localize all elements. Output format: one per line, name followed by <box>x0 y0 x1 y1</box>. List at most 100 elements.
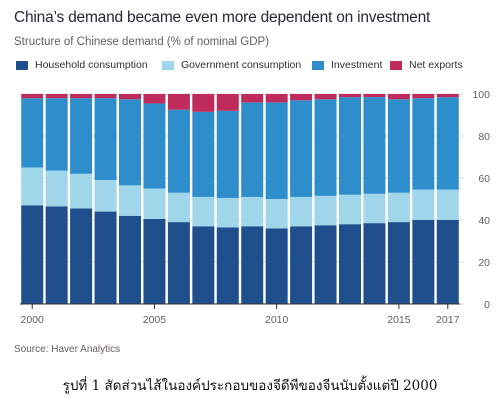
bar-investment-2009 <box>241 102 264 197</box>
y-tick-label-80: 80 <box>478 131 490 143</box>
legend-item-household: Household consumption <box>16 59 148 71</box>
bar-household-2011 <box>290 226 313 304</box>
bar-investment-2017 <box>436 97 459 190</box>
bar-government-2013 <box>339 194 361 225</box>
bar-government-2000 <box>21 167 44 206</box>
bar-net_exports-2016 <box>412 94 435 99</box>
bar-investment-2015 <box>387 99 410 193</box>
legend-swatch-net-exports <box>390 60 402 70</box>
bar-government-2014 <box>363 193 386 224</box>
bar-net_exports-2002 <box>70 94 93 99</box>
legend-swatch-investment <box>312 60 324 70</box>
bar-investment-2006 <box>167 109 190 193</box>
chart-source: Source: Haver Analytics <box>14 344 121 355</box>
bar-net_exports-2012 <box>314 94 337 100</box>
bar-net_exports-2005 <box>143 94 166 104</box>
bar-investment-2005 <box>143 103 166 189</box>
bar-net_exports-2011 <box>290 94 313 101</box>
bar-government-2016 <box>412 189 435 220</box>
bar-net_exports-2013 <box>339 94 361 98</box>
bar-government-2015 <box>387 192 410 223</box>
figure-caption: รูปที่ 1 สัดส่วนไส้ในองค์ประกอบของจีดีพี… <box>62 378 438 394</box>
bar-investment-2007 <box>192 111 215 197</box>
bar-investment-2004 <box>119 99 141 186</box>
chart-legend: Household consumption Government consump… <box>16 59 486 75</box>
chart-card: China’s demand became even more dependen… <box>14 9 491 355</box>
bar-net_exports-2009 <box>241 94 264 103</box>
bar-government-2003 <box>94 180 117 212</box>
bar-household-2004 <box>119 215 141 304</box>
bar-household-2010 <box>265 228 288 304</box>
bar-household-2008 <box>216 227 239 304</box>
bar-government-2004 <box>119 185 141 216</box>
bar-net_exports-2017 <box>436 94 459 98</box>
bar-household-2006 <box>167 222 190 304</box>
legend-label-investment: Investment <box>331 59 383 71</box>
y-tick-label-0: 0 <box>484 299 490 311</box>
bar-government-2001 <box>45 170 68 207</box>
bar-net_exports-2004 <box>119 94 141 100</box>
bar-government-2002 <box>70 173 93 209</box>
bar-government-2017 <box>436 189 459 220</box>
bar-household-2003 <box>94 211 117 304</box>
y-tick-label-20: 20 <box>478 257 490 269</box>
bar-household-2007 <box>192 226 215 304</box>
bar-net_exports-2006 <box>167 94 190 110</box>
bar-household-2009 <box>241 226 264 304</box>
bar-investment-2012 <box>314 99 337 196</box>
bar-household-2002 <box>70 208 93 304</box>
bar-net_exports-2014 <box>363 94 386 98</box>
legend-item-net-exports: Net exports <box>390 59 463 71</box>
x-tick-label-2000: 2000 <box>21 314 45 326</box>
chart-title: China’s demand became even more dependen… <box>14 9 431 26</box>
legend-swatch-household <box>16 60 28 70</box>
bar-investment-2014 <box>363 97 386 194</box>
bar-net_exports-2015 <box>387 94 410 100</box>
x-tick-label-2015: 2015 <box>387 314 411 326</box>
bar-government-2006 <box>167 192 190 223</box>
y-tick-label-100: 100 <box>472 89 490 101</box>
bar-investment-2000 <box>21 98 44 168</box>
bar-household-2017 <box>436 220 459 304</box>
bar-household-2015 <box>387 222 410 304</box>
stacked-bar-chart: 0 20 40 60 80 100 2000 2005 2010 2015 2017 <box>20 89 490 326</box>
bar-net_exports-2008 <box>216 94 239 111</box>
bar-investment-2002 <box>70 98 93 174</box>
bar-household-2000 <box>21 205 44 304</box>
bar-government-2010 <box>265 199 288 229</box>
bar-investment-2013 <box>339 97 361 195</box>
bar-government-2005 <box>143 188 166 219</box>
x-tick-label-2010: 2010 <box>265 314 289 326</box>
bar-net_exports-2000 <box>21 94 44 99</box>
bar-investment-2008 <box>216 110 239 198</box>
x-tick-label-2017: 2017 <box>436 314 460 326</box>
bar-household-2012 <box>314 225 337 304</box>
bar-household-2016 <box>412 220 435 304</box>
bar-investment-2016 <box>412 98 435 190</box>
y-tick-label-60: 60 <box>478 173 490 185</box>
bar-net_exports-2007 <box>192 94 215 112</box>
bar-household-2013 <box>339 224 361 304</box>
bar-net_exports-2010 <box>265 94 288 103</box>
legend-item-investment: Investment <box>312 59 382 71</box>
legend-label-net-exports: Net exports <box>409 59 463 71</box>
bar-net_exports-2001 <box>45 94 68 99</box>
bar-investment-2010 <box>265 102 288 199</box>
bar-household-2005 <box>143 218 166 304</box>
bar-investment-2011 <box>290 100 313 197</box>
y-tick-label-40: 40 <box>478 215 490 227</box>
legend-swatch-government <box>162 60 174 70</box>
bar-household-2014 <box>363 223 386 304</box>
legend-label-government: Government consumption <box>181 59 302 71</box>
bar-household-2001 <box>45 206 68 304</box>
legend-item-government: Government consumption <box>162 59 301 71</box>
bar-investment-2001 <box>45 98 68 171</box>
chart-subtitle: Structure of Chinese demand (% of nomina… <box>14 36 270 48</box>
x-tick-label-2005: 2005 <box>143 314 167 326</box>
bar-investment-2003 <box>94 98 117 181</box>
bar-government-2012 <box>314 195 337 226</box>
bar-government-2011 <box>290 196 313 227</box>
legend-label-household: Household consumption <box>35 59 148 71</box>
bar-government-2007 <box>192 196 215 227</box>
bar-net_exports-2003 <box>94 94 117 99</box>
